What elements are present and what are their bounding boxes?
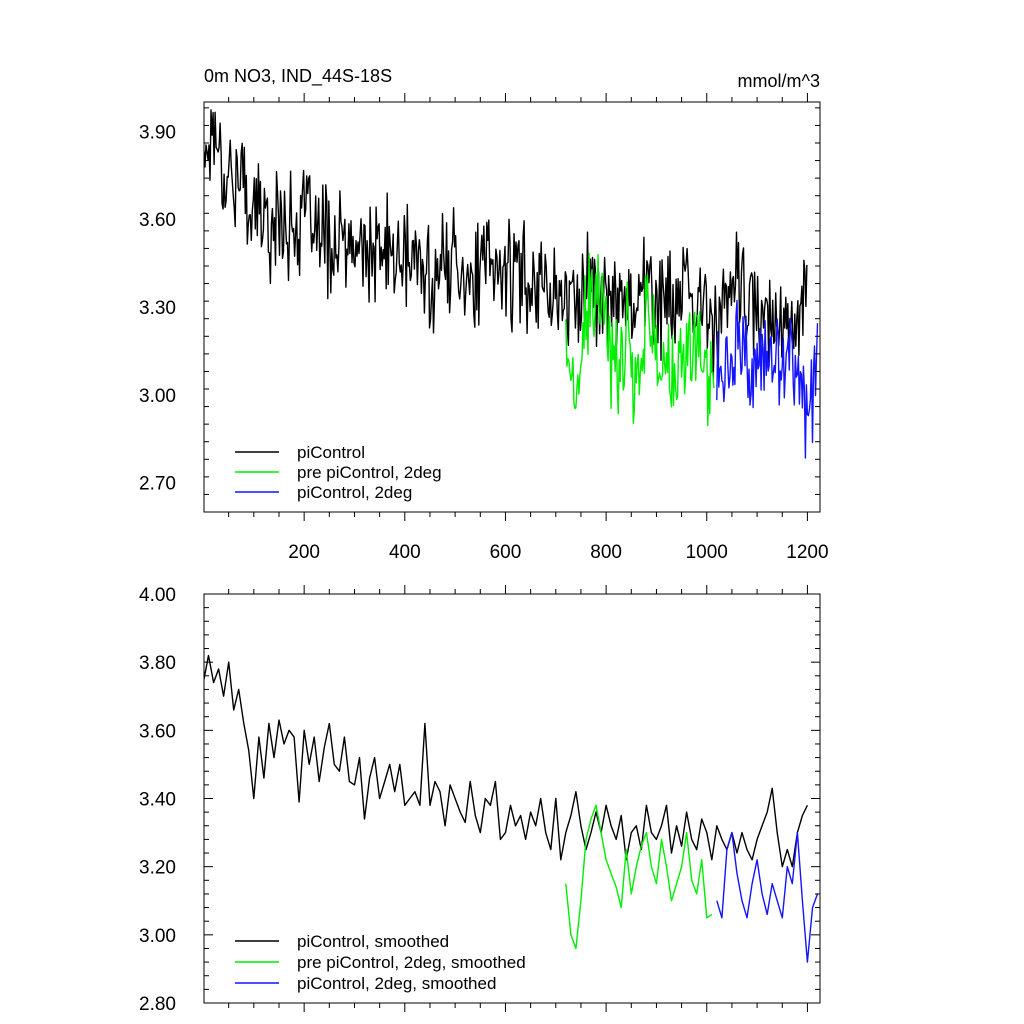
- legend-label: pre piControl, 2deg, smoothed: [297, 953, 526, 972]
- series-group: [204, 109, 819, 459]
- top-chart-title: 0m NO3, IND_44S-18S: [204, 66, 392, 87]
- plot-frame: [203, 101, 821, 513]
- legend-label: piControl, smoothed: [297, 932, 449, 951]
- series-line-picontrol-2deg: [716, 299, 819, 459]
- series-line-picontrol-2deg-smoothed: [716, 831, 819, 963]
- legend-label: piControl, 2deg, smoothed: [297, 974, 496, 993]
- legend: piControl, smoothed pre piControl, 2deg, …: [235, 932, 526, 993]
- x-tick-label: 800: [590, 542, 622, 563]
- series-line-picontrol: [204, 109, 808, 380]
- legend-label: piControl: [297, 443, 365, 462]
- y-tick-label: 3.60: [139, 721, 176, 742]
- legend-label: piControl, 2deg: [297, 483, 412, 502]
- series-line-picontrol-smoothed: [204, 654, 809, 868]
- y-tick-label: 4.00: [139, 585, 176, 606]
- y-tick-label: 2.70: [139, 474, 176, 495]
- y-tick-label: 3.80: [139, 653, 176, 674]
- series-group: [204, 654, 819, 963]
- y-tick-label: 3.00: [139, 926, 176, 947]
- y-tick-label: 3.00: [139, 386, 176, 407]
- legend-label: pre piControl, 2deg: [297, 463, 442, 482]
- y-tick-label: 3.30: [139, 298, 176, 319]
- series-line-pre-picontrol-2deg: [565, 252, 715, 427]
- x-tick-label: 600: [490, 542, 522, 563]
- top-chart-units: mmol/m^3: [738, 71, 820, 91]
- x-tick-label: 200: [288, 542, 320, 563]
- y-tick-label: 3.40: [139, 790, 176, 811]
- y-tick-label: 3.60: [139, 210, 176, 231]
- y-tick-label: 2.80: [139, 994, 176, 1015]
- x-tick-label: 1000: [686, 542, 728, 563]
- bottom-chart-panel: 2.80 3.00 3.20 3.40 3.60 3.80 4.00 piControl, s…: [139, 585, 821, 1015]
- x-tick-label: 1200: [786, 542, 828, 563]
- y-tick-label: 3.90: [139, 122, 176, 143]
- top-chart-panel: 0m NO3, IND_44S-18S mmol/m^3 200 400 600 80…: [139, 66, 829, 563]
- series-line-pre-picontrol-2deg-smoothed: [565, 804, 713, 950]
- y-tick-label: 3.20: [139, 858, 176, 879]
- x-tick-label: 400: [389, 542, 421, 563]
